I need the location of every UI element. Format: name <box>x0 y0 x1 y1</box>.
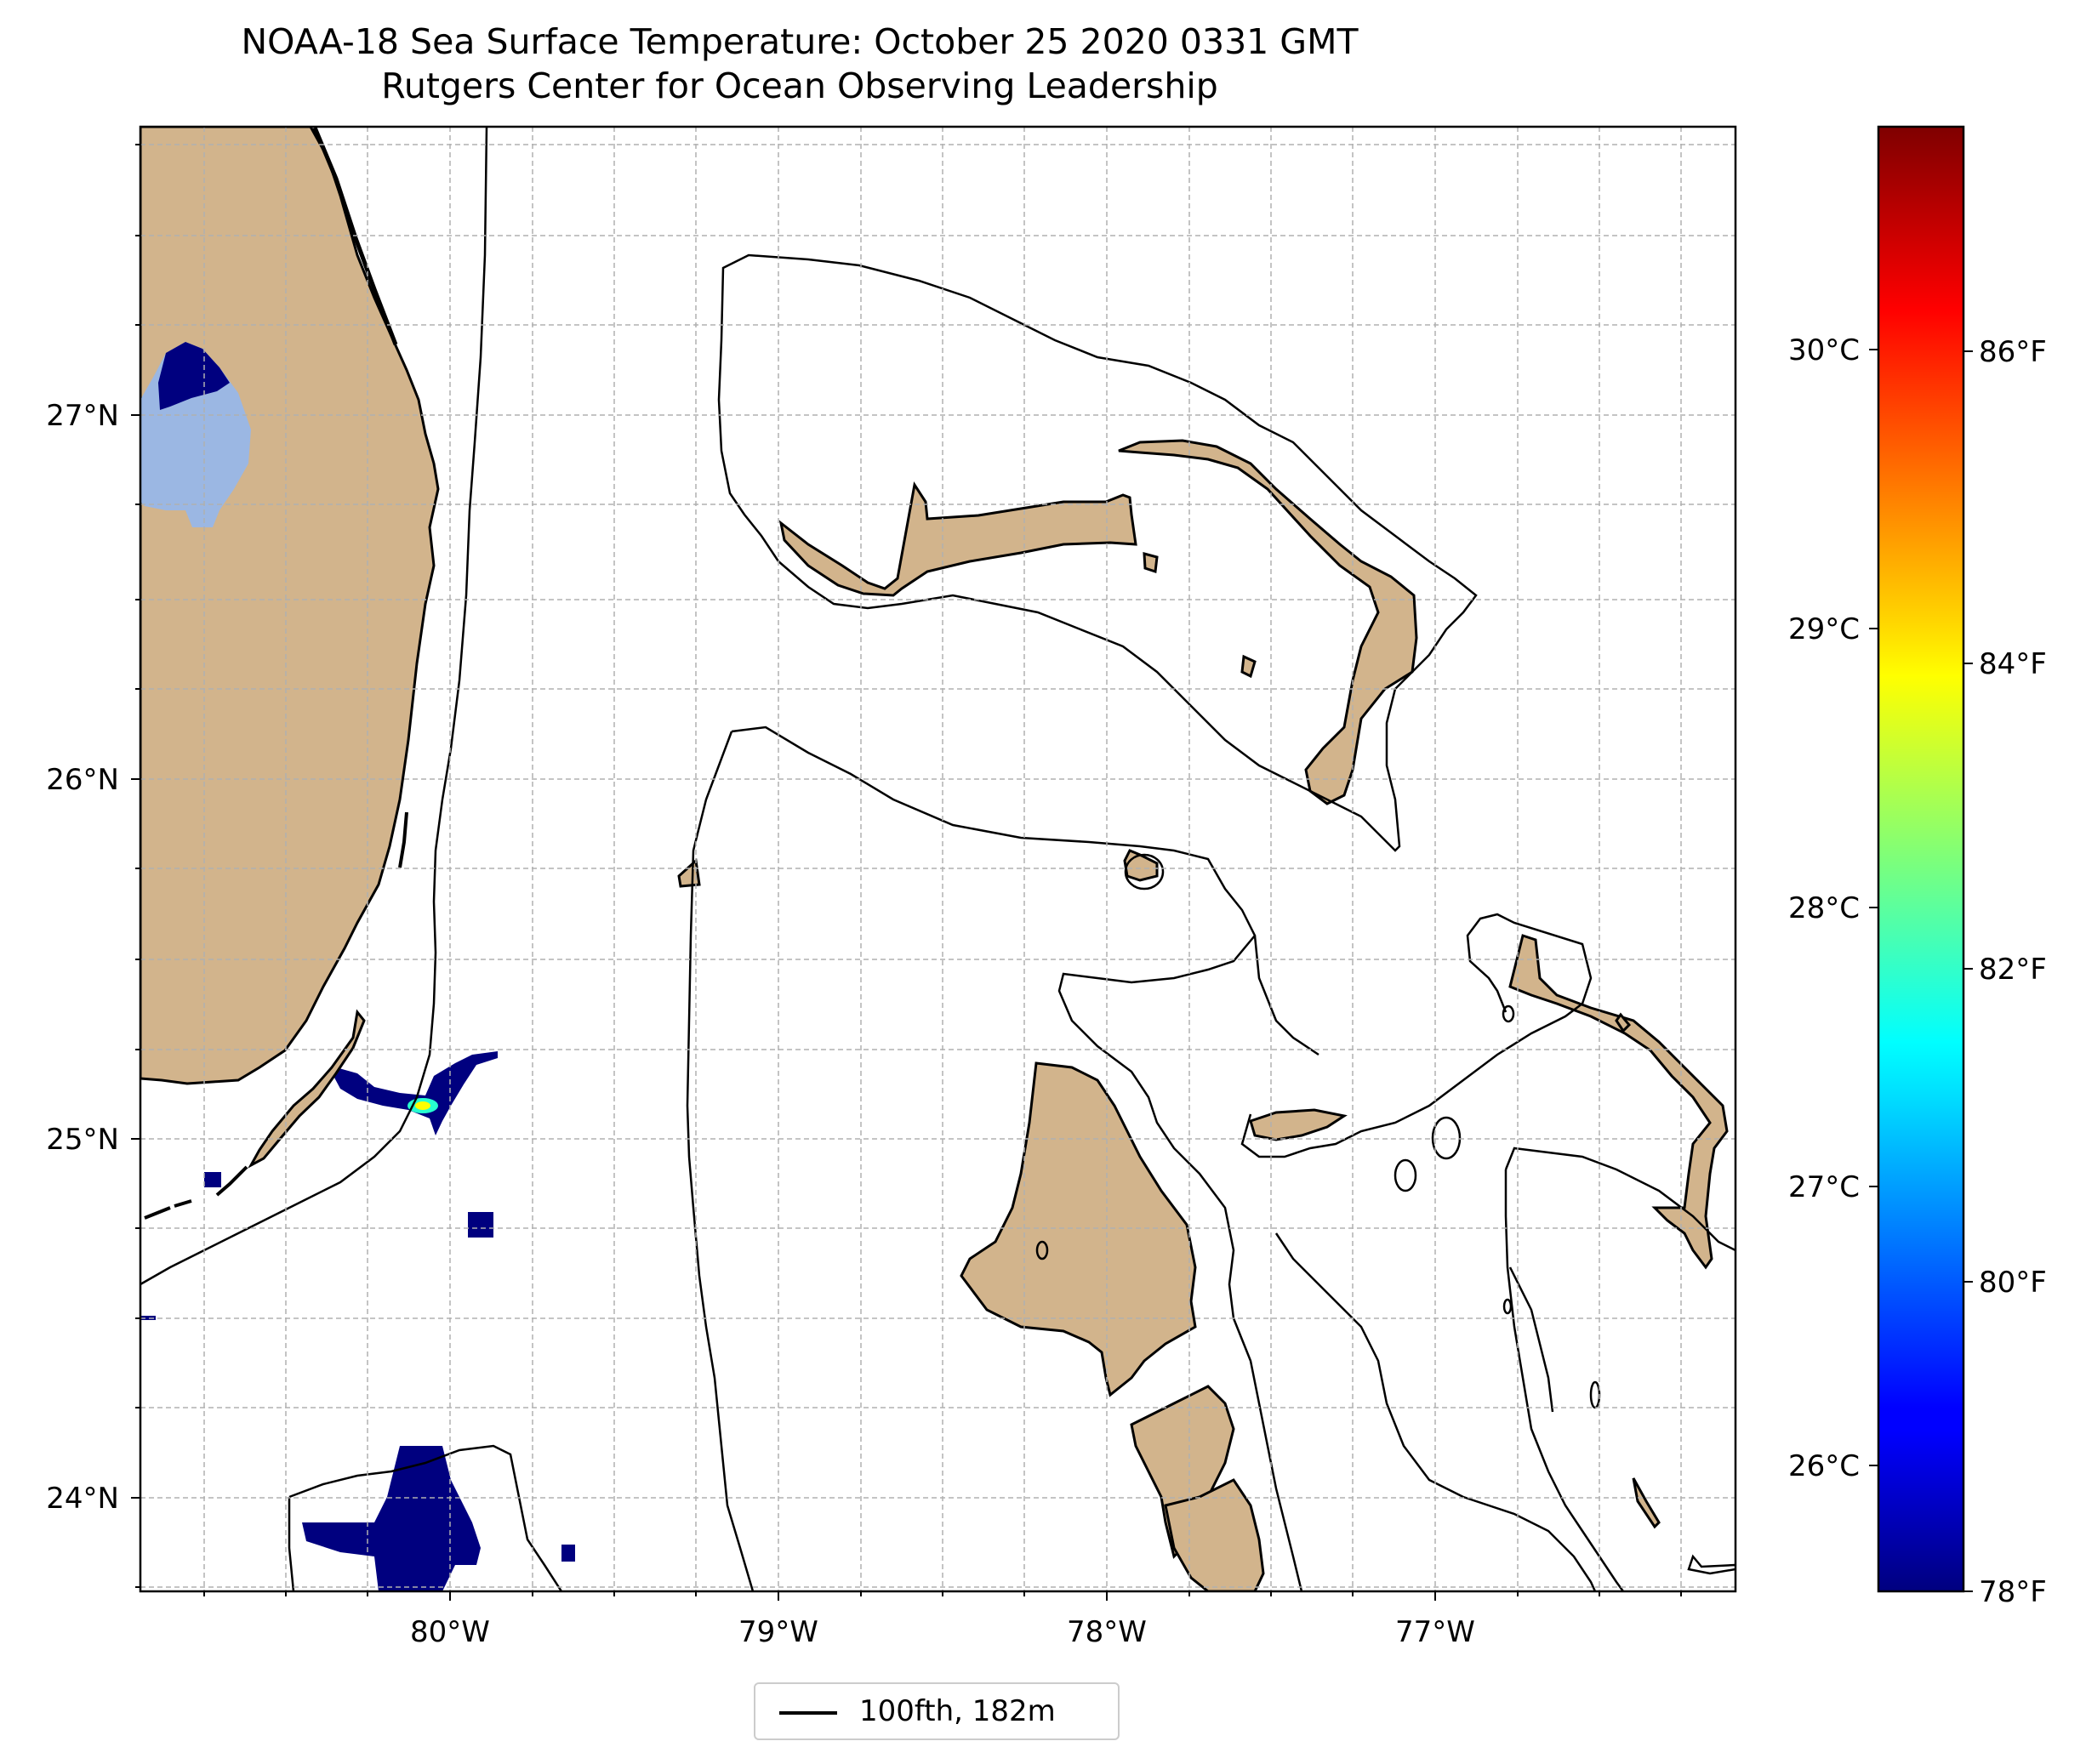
isobath-100fth <box>140 127 1735 1591</box>
sst-patch-small <box>468 1212 493 1238</box>
sst-patch-small <box>204 1172 221 1187</box>
barrier-island <box>398 811 408 868</box>
colorbar-fahrenheit-label: 78°F <box>1979 1575 2047 1609</box>
colorbar <box>1877 125 1965 1593</box>
map-frame <box>139 125 1737 1593</box>
chart-subtitle: Rutgers Center for Ocean Observing Leade… <box>381 65 1218 106</box>
andros-island <box>960 1061 1197 1397</box>
florida-keys <box>144 1165 248 1220</box>
small-cay <box>1615 1012 1632 1033</box>
colorbar-celsius-label: 29°C <box>1788 612 1860 646</box>
chart-title: NOAA-18 Sea Surface Temperature: October… <box>241 21 1359 62</box>
map-area <box>140 127 1735 1591</box>
small-cay <box>1143 552 1159 574</box>
lon-tick-label: 80°W <box>410 1615 490 1649</box>
colorbar-fahrenheit-label: 86°F <box>1979 335 2047 369</box>
colorbar-fahrenheit-label: 80°F <box>1979 1266 2047 1300</box>
colorbar-celsius-label: 28°C <box>1788 891 1860 925</box>
new-providence-island <box>1249 1108 1348 1141</box>
lon-tick-label: 79°W <box>738 1615 818 1649</box>
sst-patch-small <box>561 1545 575 1562</box>
small-cay <box>1240 654 1257 679</box>
colorbar-celsius-label: 27°C <box>1788 1170 1860 1204</box>
barrier-island <box>312 127 398 345</box>
colorbar-celsius-label: 30°C <box>1788 333 1860 367</box>
eleuthera-island <box>1508 934 1729 1270</box>
sst-patch-keys <box>333 1051 498 1135</box>
colorbar-ticks <box>1869 349 1973 1592</box>
legend-line-swatch <box>779 1711 837 1715</box>
sst-warm-spot-core <box>415 1101 430 1110</box>
lon-tick-label: 78°W <box>1067 1615 1147 1649</box>
lat-tick-label: 27°N <box>46 399 119 433</box>
small-cay <box>1632 1477 1661 1529</box>
colorbar-fahrenheit-label: 82°F <box>1979 953 2047 987</box>
sst-patch-south <box>302 1446 481 1591</box>
florida-keys <box>248 1009 366 1169</box>
sst-patch-small <box>140 1316 156 1320</box>
legend-label: 100fth, 182m <box>859 1694 1056 1728</box>
gridlines <box>140 127 1735 1591</box>
legend: 100fth, 182m <box>754 1682 1120 1740</box>
lat-tick-label: 26°N <box>46 763 119 797</box>
grand-bahama-island <box>778 481 1137 597</box>
lon-tick-label: 77°W <box>1395 1615 1475 1649</box>
lat-tick-label: 24°N <box>46 1482 119 1516</box>
colorbar-celsius-label: 26°C <box>1788 1449 1860 1483</box>
map-axis-ticks <box>131 144 1682 1601</box>
bimini-island <box>677 858 701 888</box>
sst-cold-lake <box>158 342 230 410</box>
lat-tick-label: 25°N <box>46 1123 119 1157</box>
colorbar-fahrenheit-label: 84°F <box>1979 647 2047 681</box>
